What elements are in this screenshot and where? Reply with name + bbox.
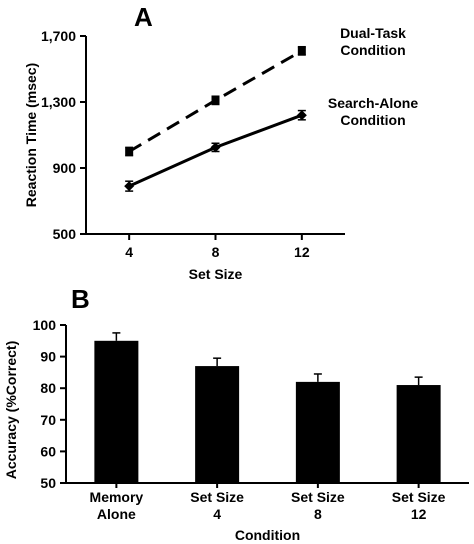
panel-b-category-label: Set Size [291,489,345,505]
panel-b-category-label: 12 [411,506,427,522]
panel-b-category-label: 4 [213,506,221,522]
panel-b-letter: B [71,284,90,314]
panel-b-y-tick-label: 90 [40,349,56,365]
panel-a-series-label: Dual-Task [340,25,406,41]
panel-a-y-tick-label: 1,300 [41,94,76,110]
panel-b-category-label: Set Size [190,489,244,505]
panel-b-y-tick-label: 80 [40,380,56,396]
panel-b-y-axis-title: Accuracy (%Correct) [3,341,19,480]
panel-b-bar [94,340,139,483]
panel-a-x-tick-label: 12 [294,244,310,260]
panel-b-category-label: Set Size [392,489,446,505]
panel-a-series-label: Condition [340,42,405,58]
panel-b-bar [396,385,441,483]
panel-b-bar [195,366,240,483]
panel-a-x-axis-title: Set Size [189,266,243,282]
panel-a-point-diamond [210,142,221,153]
panel-a-x-tick-label: 8 [212,244,220,260]
panel-a-x-tick-label: 4 [125,244,133,260]
panel-a-y-axis-title: Reaction Time (msec) [23,63,39,207]
panel-b-y-tick-label: 100 [33,317,57,333]
panel-a-y-tick-label: 900 [53,160,77,176]
panel-a-y-tick-label: 1,700 [41,28,76,44]
panel-a-y-tick-label: 500 [53,226,77,242]
panel-a-point-square [297,46,306,55]
panel-a-point-diamond [124,181,135,192]
panel-a-series-label: Condition [340,112,405,128]
panel-a-letter: A [134,2,153,32]
panel-b-category-label: Memory [90,489,144,505]
panel-b-y-tick-label: 50 [40,475,56,491]
panel-a-point-square [211,96,220,105]
panel-a-series-label: Search-Alone [328,95,418,111]
panel-a-point-diamond [296,110,307,121]
panel-b-bar [295,381,340,483]
panel-b-category-label: 8 [314,506,322,522]
panel-a-point-square [125,147,134,156]
panel-b-category-label: Alone [97,506,136,522]
panel-b-x-axis-title: Condition [235,527,300,543]
panel-b-y-tick-label: 60 [40,443,56,459]
panel-b-y-tick-label: 70 [40,412,56,428]
